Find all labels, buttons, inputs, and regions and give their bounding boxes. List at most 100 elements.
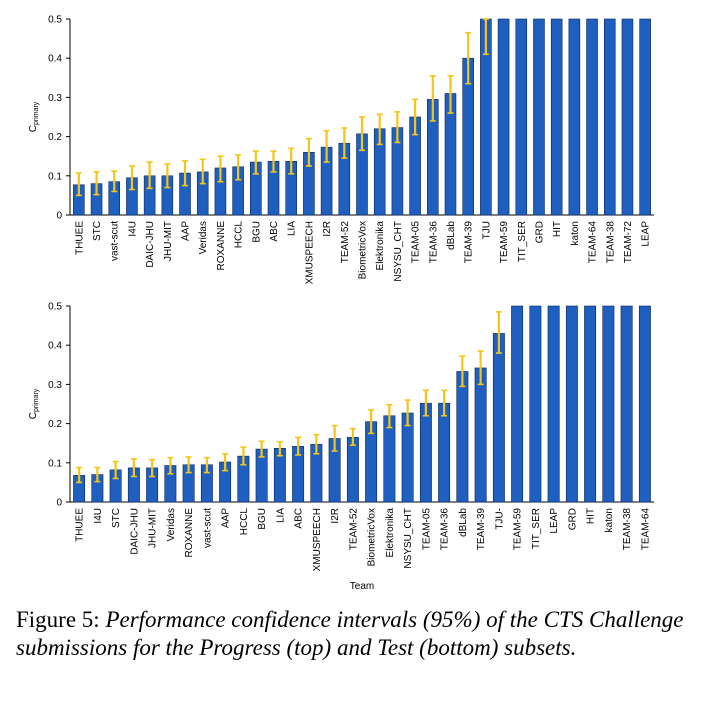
test-bar (638, 305, 651, 503)
test-category-label: Veridas (166, 508, 177, 541)
test-category-label: GRD (567, 508, 578, 530)
progress-category-label: TEAM-38 (605, 221, 616, 264)
progress-category-label: TIT_SER (517, 221, 528, 262)
progress-category-label: JHU-MIT (163, 221, 174, 261)
progress-category-label: I4U (127, 221, 138, 237)
test-category-label: BGU (257, 508, 268, 530)
progress-y-tick-label: 0.5 (48, 15, 62, 26)
test-category-label: Elektronika (385, 508, 396, 558)
progress-category-label: Veridas (198, 221, 209, 254)
test-category-label: TEAM-52 (348, 508, 359, 551)
test-category-label: vast-scut (202, 508, 213, 548)
progress-category-label: TEAM-64 (588, 221, 599, 264)
test-bar (511, 305, 524, 503)
test-category-label: XMUSPEECH (312, 508, 323, 571)
test-category-label: ROXANNE (184, 508, 195, 558)
test-category-label: TEAM-38 (622, 508, 633, 551)
progress-y-tick-label: 0 (56, 211, 62, 222)
progress-category-label: ABC (269, 221, 280, 242)
test-category-label: HIT (586, 508, 597, 524)
test-category-label: ABC (294, 508, 305, 529)
test-category-label: TEAM-05 (421, 508, 432, 551)
test-y-axis-label: Cprimary (28, 388, 40, 419)
progress-bar (568, 18, 581, 216)
test-subset-chart: 0 0.1 0.2 0.3 0.4 0.5 Cprimary THUEE I4U STC DAIC-… (28, 302, 654, 592)
progress-category-label: XMUSPEECH (304, 221, 315, 284)
progress-bar (550, 18, 563, 216)
test-bar (584, 305, 597, 503)
test-category-label: HCCL (239, 508, 250, 536)
progress-category-label: BiometricVox (358, 221, 369, 279)
test-bar (474, 367, 487, 503)
progress-bar (497, 18, 510, 216)
test-category-label: katon (604, 508, 615, 532)
test-category-label: TEAM-64 (640, 508, 651, 551)
test-category-label: JHU-MIT (148, 508, 159, 548)
progress-y-tick-label: 0.2 (48, 132, 62, 143)
test-y-tick-label: 0.1 (48, 458, 62, 469)
test-category-label: DAIC-JHU (129, 508, 140, 555)
test-y-tick-label: 0 (56, 498, 62, 509)
progress-category-label: GRD (534, 221, 545, 243)
progress-category-label: STC (92, 221, 103, 241)
progress-subset-chart: 0 0.1 0.2 0.3 0.4 0.5 Cprimary THUEE STC vast-scu… (28, 15, 654, 284)
test-x-axis-label: Team (350, 581, 374, 592)
progress-category-label: HCCL (234, 221, 245, 249)
progress-category-label: BGU (251, 221, 262, 243)
test-bar (383, 415, 396, 503)
progress-category-label: katon (570, 221, 581, 245)
test-category-label: LIA (275, 508, 286, 523)
progress-y-tick-label: 0.1 (48, 171, 62, 182)
test-category-label: NSYSU_CHT (403, 508, 414, 569)
test-bar (529, 305, 542, 503)
progress-category-label: DAIC-JHU (145, 221, 156, 268)
progress-bar (515, 18, 528, 216)
progress-category-label: LIA (287, 221, 298, 236)
figure-caption-text: Performance confidence intervals (95%) o… (16, 607, 684, 660)
progress-category-label: TEAM-72 (623, 221, 634, 264)
progress-category-label: TEAM-39 (464, 221, 475, 264)
test-category-label: STC (111, 508, 122, 528)
test-y-tick-label: 0.3 (48, 380, 62, 391)
progress-category-label: HIT (552, 221, 563, 237)
test-category-label: I2R (330, 508, 341, 524)
progress-y-tick-label: 0.3 (48, 93, 62, 104)
test-bar (456, 371, 469, 503)
test-category-label: TEAM-59 (513, 508, 524, 551)
progress-category-label: AAP (181, 221, 192, 241)
test-bar (547, 305, 560, 503)
progress-category-label: Elektronika (375, 221, 386, 271)
progress-bar (533, 18, 545, 216)
test-y-tick-label: 0.2 (48, 419, 62, 430)
progress-category-label: NSYSU_CHT (393, 221, 404, 282)
progress-category-label: I2R (322, 221, 333, 237)
test-bar (620, 305, 633, 503)
test-category-label: TJU- (494, 508, 505, 530)
progress-y-axis-label: Cprimary (28, 101, 40, 132)
test-y-tick-label: 0.4 (48, 341, 62, 352)
progress-category-label: TJU (481, 221, 492, 239)
test-bar (346, 437, 359, 503)
progress-category-label: ROXANNE (216, 221, 227, 271)
progress-category-label: dBLab (446, 221, 457, 250)
test-category-label: TEAM-39 (476, 508, 487, 551)
test-category-label: BiometricVox (367, 508, 378, 566)
progress-bar (603, 18, 616, 216)
progress-y-tick-label: 0.4 (48, 54, 62, 65)
test-y-tick-label: 0.5 (48, 302, 62, 313)
progress-category-label: TEAM-59 (499, 221, 510, 264)
test-category-label: dBLab (458, 508, 469, 537)
test-category-label: THUEE (75, 508, 86, 542)
test-bar (438, 402, 451, 503)
test-bar (565, 305, 578, 503)
test-bar (602, 305, 615, 503)
progress-category-label: THUEE (74, 221, 85, 255)
figure-label: Figure 5: (16, 607, 100, 632)
test-category-label: I4U (93, 508, 104, 524)
progress-category-label: LEAP (641, 221, 652, 247)
figure-caption: Figure 5: Performance confidence interva… (16, 606, 706, 662)
test-category-label: LEAP (549, 508, 560, 534)
progress-category-label: TEAM-36 (428, 221, 439, 264)
progress-bar (621, 18, 634, 216)
test-bar (401, 412, 414, 503)
